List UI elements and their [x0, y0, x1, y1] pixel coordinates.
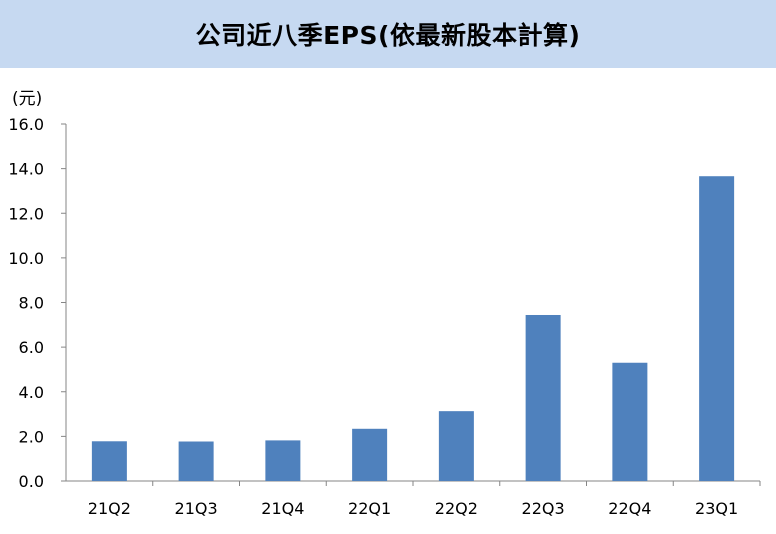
y-tick-label: 16.0	[8, 115, 44, 134]
x-tick-label: 22Q1	[348, 499, 391, 518]
y-tick-label: 12.0	[8, 204, 44, 223]
bar	[178, 441, 214, 481]
y-axis-unit-label: (元)	[12, 89, 43, 109]
bar	[265, 440, 301, 481]
bar	[525, 314, 561, 481]
bar	[352, 428, 388, 481]
title-bar: 公司近八季EPS(依最新股本計算)	[0, 0, 776, 68]
y-tick-label: 14.0	[8, 160, 44, 179]
x-tick-label: 23Q1	[695, 499, 738, 518]
y-tick-label: 10.0	[8, 249, 44, 268]
chart-title: 公司近八季EPS(依最新股本計算)	[195, 21, 581, 50]
y-tick-label: 2.0	[19, 427, 44, 446]
y-tick-label: 8.0	[19, 294, 44, 313]
bar	[612, 362, 648, 481]
x-tick-label: 22Q4	[608, 499, 651, 518]
y-tick-label: 4.0	[19, 383, 44, 402]
x-tick-label: 22Q2	[435, 499, 478, 518]
x-tick-label: 21Q3	[175, 499, 218, 518]
bar	[438, 411, 474, 481]
x-tick-label: 21Q2	[88, 499, 131, 518]
x-tick-label: 21Q4	[261, 499, 304, 518]
y-tick-label: 0.0	[19, 472, 44, 491]
x-tick-label: 22Q3	[522, 499, 565, 518]
bar	[699, 176, 735, 481]
y-tick-label: 6.0	[19, 338, 44, 357]
bar	[91, 441, 127, 481]
